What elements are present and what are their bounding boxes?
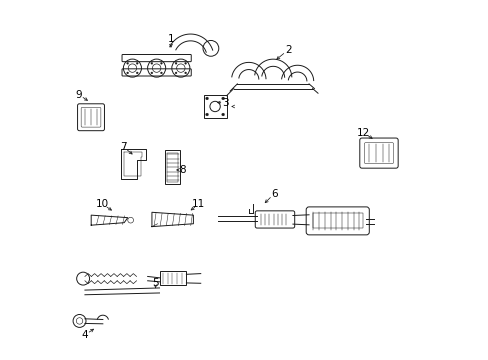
Bar xyxy=(167,153,178,182)
Circle shape xyxy=(160,72,162,74)
Bar xyxy=(203,95,226,118)
Text: 6: 6 xyxy=(270,189,277,199)
Circle shape xyxy=(126,72,128,74)
Text: 1: 1 xyxy=(167,34,174,44)
Circle shape xyxy=(221,97,224,100)
Bar xyxy=(165,150,180,184)
Text: 8: 8 xyxy=(179,165,186,175)
Text: 3: 3 xyxy=(222,98,228,108)
Bar xyxy=(312,213,362,228)
Bar xyxy=(159,271,186,285)
Circle shape xyxy=(160,62,162,64)
Circle shape xyxy=(151,72,153,74)
Circle shape xyxy=(205,97,208,100)
Text: 2: 2 xyxy=(285,45,291,55)
Circle shape xyxy=(136,72,138,74)
Circle shape xyxy=(136,62,138,64)
Text: 11: 11 xyxy=(192,199,205,210)
Circle shape xyxy=(184,72,186,74)
Circle shape xyxy=(175,62,177,64)
Circle shape xyxy=(126,62,128,64)
Text: 7: 7 xyxy=(120,141,126,152)
Circle shape xyxy=(184,62,186,64)
Circle shape xyxy=(221,113,224,116)
Circle shape xyxy=(151,62,153,64)
Text: 12: 12 xyxy=(356,128,369,138)
Circle shape xyxy=(175,72,177,74)
Text: 4: 4 xyxy=(81,330,88,340)
Text: 10: 10 xyxy=(96,199,109,210)
Text: 9: 9 xyxy=(75,90,82,100)
Circle shape xyxy=(205,113,208,116)
Text: 5: 5 xyxy=(152,278,159,288)
